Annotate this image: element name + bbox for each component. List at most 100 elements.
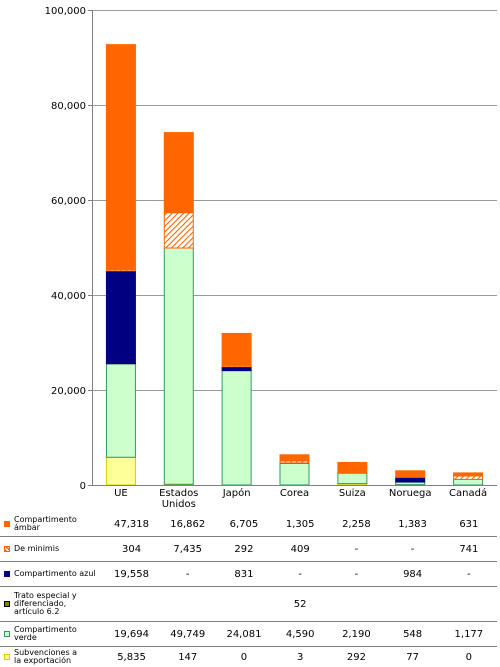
data-label: 16,862 — [160, 512, 216, 537]
bar-segment — [280, 455, 309, 461]
data-label: 0 — [441, 647, 497, 667]
data-label: 0 — [216, 647, 272, 667]
data-label: 292 — [216, 537, 272, 562]
data-label — [441, 587, 497, 622]
bar-segment — [222, 371, 251, 485]
data-label: - — [272, 562, 328, 587]
x-category-label: Suiza — [339, 488, 366, 499]
data-label: 147 — [160, 647, 216, 667]
data-label: - — [328, 562, 384, 587]
bar-segment — [164, 213, 193, 248]
bar-segment — [222, 333, 251, 365]
bar-segment — [396, 471, 425, 478]
data-label: 741 — [441, 537, 497, 562]
data-label: 77 — [385, 647, 441, 667]
data-label: 1,305 — [272, 512, 328, 537]
bar-segment — [280, 463, 309, 485]
x-category-label: Canadá — [449, 487, 487, 499]
bar-segment — [222, 367, 251, 371]
bar-segment — [106, 457, 135, 485]
data-label: 47,318 — [103, 512, 159, 537]
data-label: - — [441, 562, 497, 587]
legend-swatch-icon — [4, 631, 10, 637]
bar-segment — [338, 473, 367, 483]
data-label — [103, 587, 159, 622]
data-label: 409 — [272, 537, 328, 562]
legend-swatch-icon — [4, 571, 10, 577]
y-tick-label: 100,000 — [45, 6, 86, 17]
data-label — [385, 587, 441, 622]
bar-segment — [454, 476, 483, 480]
bar-segment — [164, 133, 193, 213]
legend-label: De minimis — [14, 545, 59, 553]
bar-segment — [454, 473, 483, 476]
data-label: 7,435 — [160, 537, 216, 562]
legend-swatch-icon — [4, 546, 10, 552]
bar-segment — [106, 364, 135, 458]
bar-segment — [106, 45, 135, 270]
data-label: 631 — [441, 512, 497, 537]
legend-swatch-icon — [4, 654, 10, 660]
data-label — [216, 587, 272, 622]
data-label: 2,258 — [328, 512, 384, 537]
data-label: 3 — [272, 647, 328, 667]
data-label: - — [385, 537, 441, 562]
data-label: 1,177 — [441, 622, 497, 647]
legend-label: Compartimento azul — [14, 570, 96, 578]
legend-swatch-icon — [4, 521, 10, 527]
data-label: 292 — [328, 647, 384, 667]
y-tick-label: 40,000 — [51, 291, 86, 302]
legend-swatch-icon — [4, 601, 10, 607]
bar-segment — [396, 477, 425, 482]
data-label: 831 — [216, 562, 272, 587]
data-label: 304 — [103, 537, 159, 562]
x-category-label: UE — [114, 488, 128, 499]
data-label: 2,190 — [328, 622, 384, 647]
data-label: 19,694 — [103, 622, 159, 647]
data-label — [160, 587, 216, 622]
x-category-label: Estados — [159, 488, 198, 499]
x-category-label: Corea — [280, 488, 309, 499]
data-label: 6,705 — [216, 512, 272, 537]
data-label: 5,835 — [103, 647, 159, 667]
data-label: 19,558 — [103, 562, 159, 587]
data-label: 52 — [272, 587, 328, 622]
bar-segment — [106, 271, 135, 364]
y-tick-label: 0 — [80, 481, 86, 492]
data-label: 24,081 — [216, 622, 272, 647]
data-label: 548 — [385, 622, 441, 647]
legend-entry: Compartimento azul — [0, 562, 103, 587]
y-tick-label: 60,000 — [51, 196, 86, 207]
x-category-label: Unidos — [162, 499, 196, 510]
x-category-label: Noruega — [389, 488, 432, 499]
legend-entry: De minimis — [0, 537, 103, 562]
data-label: 1,383 — [385, 512, 441, 537]
data-label: 49,749 — [160, 622, 216, 647]
stacked-bar-chart: 0 20,000 40,000 60,000 80,000 100,000 UE Estado… — [0, 0, 500, 512]
x-category-label: Japón — [222, 487, 251, 499]
data-label: 984 — [385, 562, 441, 587]
bar-segment — [338, 462, 367, 473]
bar-segment — [164, 248, 193, 484]
data-label: 4,590 — [272, 622, 328, 647]
data-label: - — [160, 562, 216, 587]
y-tick-label: 80,000 — [51, 101, 86, 112]
y-tick-label: 20,000 — [51, 386, 86, 397]
data-label — [328, 587, 384, 622]
bar-segment — [454, 479, 483, 485]
data-label: - — [328, 537, 384, 562]
